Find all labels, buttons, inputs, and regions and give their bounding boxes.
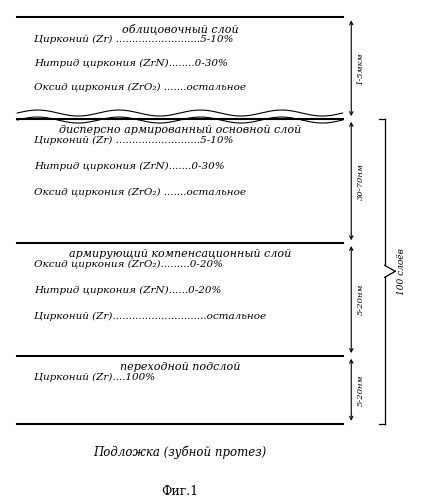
Text: армирующий компенсационный слой: армирующий компенсационный слой (69, 249, 290, 260)
Text: переходной подслой: переходной подслой (120, 362, 240, 372)
Text: Цирконий (Zr).............................остальное: Цирконий (Zr)...........................… (34, 312, 266, 321)
Text: Подложка (зубной протез): Подложка (зубной протез) (93, 445, 266, 458)
Text: Нитрид циркония (ZrN)........0-30%: Нитрид циркония (ZrN)........0-30% (34, 59, 228, 68)
Text: Нитрид циркония (ZrN)......0-20%: Нитрид циркония (ZrN)......0-20% (34, 286, 221, 295)
Text: облицовочный слой: облицовочный слой (121, 24, 238, 34)
Text: Цирконий (Zr) ..........................5-10%: Цирконий (Zr) ..........................… (34, 34, 233, 43)
Text: Оксид циркония (ZrO₂) .......остальное: Оксид циркония (ZrO₂) .......остальное (34, 83, 246, 92)
Text: Цирконий (Zr) ..........................5-10%: Цирконий (Zr) ..........................… (34, 136, 233, 145)
Text: Фиг.1: Фиг.1 (161, 485, 198, 498)
Text: Нитрид циркония (ZrN).......0-30%: Нитрид циркония (ZrN).......0-30% (34, 162, 224, 171)
Text: 30-70нм: 30-70нм (356, 162, 364, 200)
Text: 1-5мкм: 1-5мкм (356, 52, 364, 84)
Text: Цирконий (Zr)....100%: Цирконий (Zr)....100% (34, 373, 155, 382)
Text: Оксид циркония (ZrO₂) .......остальное: Оксид циркония (ZrO₂) .......остальное (34, 188, 246, 197)
Text: 5-20нм: 5-20нм (356, 284, 364, 316)
Text: дисперсно армированный основной слой: дисперсно армированный основной слой (58, 125, 301, 135)
Text: Оксид циркония (ZrO₂).........0-20%: Оксид циркония (ZrO₂).........0-20% (34, 260, 223, 269)
Text: 5-20нм: 5-20нм (356, 374, 364, 406)
Text: 100 слоёв: 100 слоёв (396, 248, 405, 294)
